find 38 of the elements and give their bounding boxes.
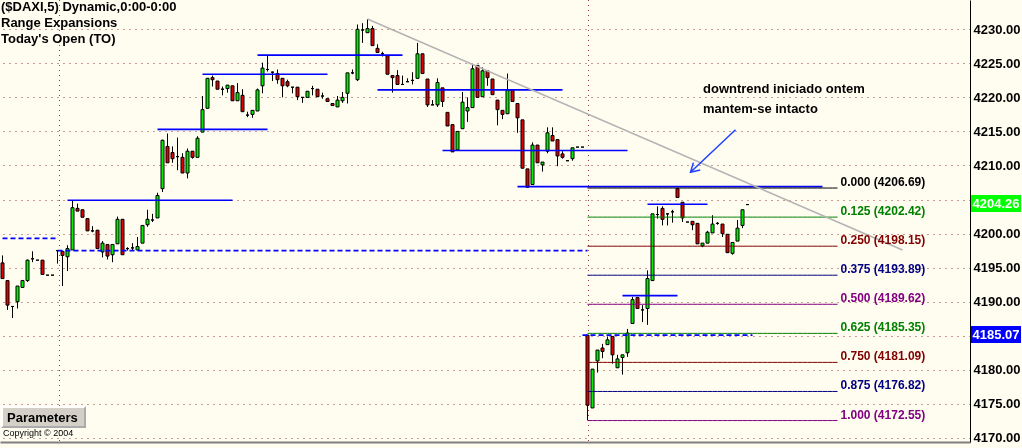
annotation: Copyright © 2004 <box>3 428 74 438</box>
series-label: 1.000 (4172.55) <box>840 407 926 422</box>
annotation: downtrend iniciado ontem mantem-se intacto <box>703 81 865 116</box>
candlestick <box>735 219 740 242</box>
y-tick-label: 4190.00 <box>973 294 1021 310</box>
text: 4204.26 <box>972 195 1020 211</box>
chart-title: ($DAXI,5) Dynamic,0:00-0:00 <box>1 0 177 14</box>
candlestick <box>495 99 500 126</box>
y-tick-label: 4175.00 <box>973 396 1021 412</box>
parameters-button: Parameters <box>1 406 86 428</box>
candlestick <box>515 103 520 134</box>
candlestick <box>345 72 350 105</box>
series-label: 0.625 (4185.35) <box>840 320 926 335</box>
series-label: 0.375 (4193.89) <box>840 262 926 277</box>
y-tick-label: 4220.00 <box>973 89 1021 105</box>
candlestick <box>155 192 160 219</box>
candlestick <box>620 354 625 376</box>
series-label: 0.250 (4198.15) <box>840 233 926 248</box>
series-label: 0.875 (4176.82) <box>840 378 926 393</box>
y-tick-label: 4225.00 <box>973 55 1021 71</box>
y-tick-label: 4170.00 <box>973 430 1021 446</box>
candlestick <box>0 254 5 280</box>
annotation: Today's Open (TO) <box>1 31 116 46</box>
text: 4185.07 <box>972 326 1020 342</box>
y-tick-label: 4215.00 <box>973 123 1021 139</box>
y-tick-label: 4195.00 <box>973 260 1021 276</box>
y-tick-label: 4200.00 <box>973 226 1021 242</box>
series-label: 0.000 (4206.69) <box>840 175 926 190</box>
annotation: Range Expansions <box>1 15 118 30</box>
series-label: 0.750 (4181.09) <box>840 349 926 364</box>
candlestick <box>625 328 630 358</box>
series-label: 0.500 (4189.62) <box>840 291 926 306</box>
y-tick-label: 4210.00 <box>973 157 1021 173</box>
candlestick <box>260 62 265 94</box>
y-tick-label: 4230.00 <box>973 21 1021 37</box>
series-label: 0.125 (4202.42) <box>840 204 926 219</box>
y-tick-label: 4180.00 <box>973 362 1021 378</box>
candlestick <box>200 95 205 133</box>
